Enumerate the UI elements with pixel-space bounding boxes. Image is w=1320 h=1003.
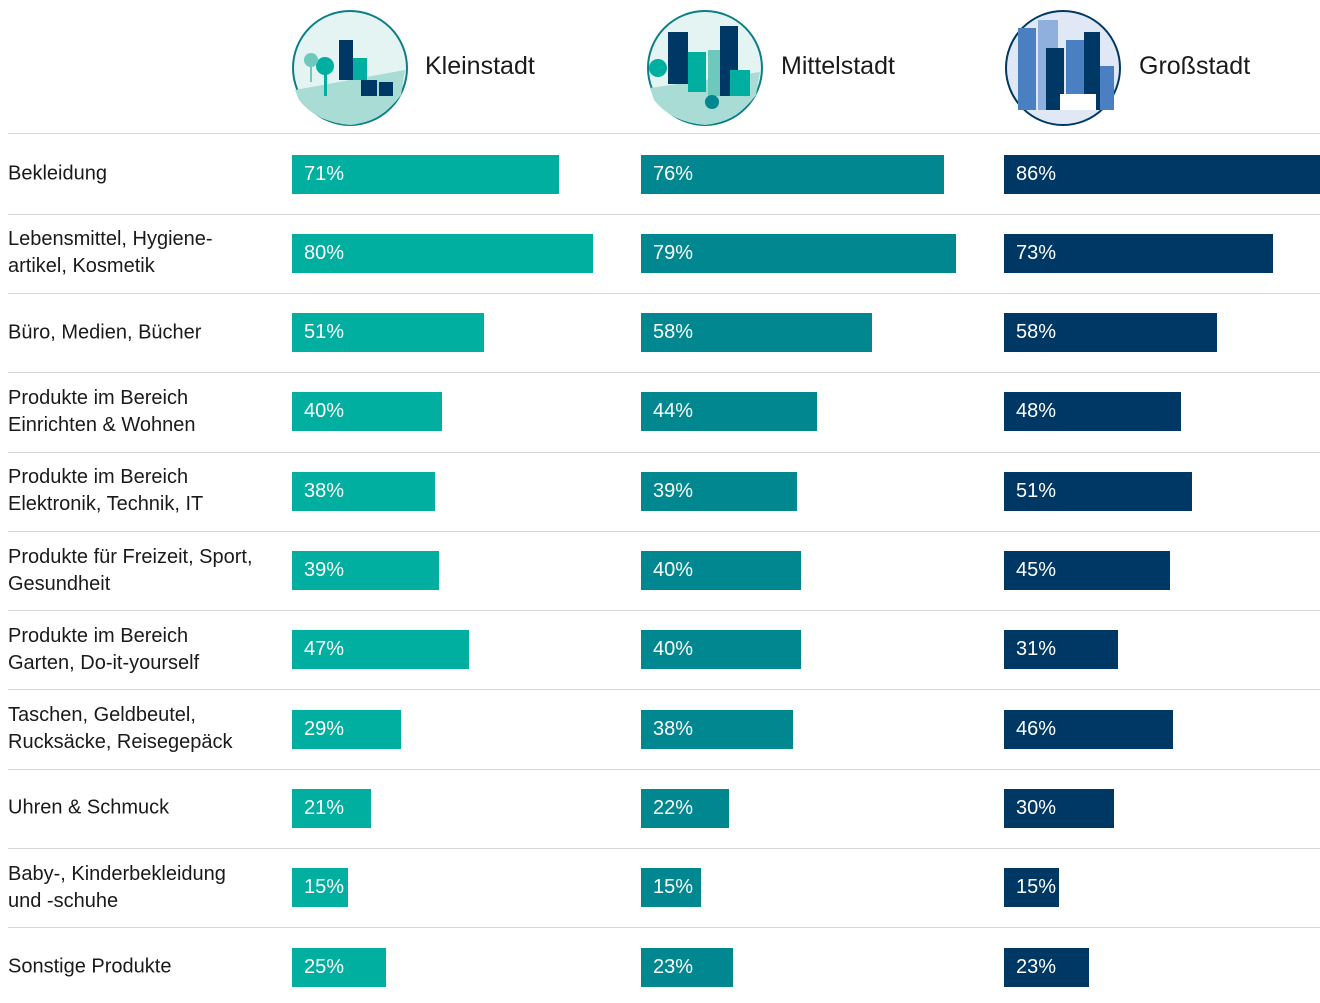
value-label: 80% [304,241,345,264]
bar: 46% [1004,709,1174,749]
row-separator [8,610,1320,611]
value-label: 47% [304,638,345,661]
value-label: 39% [304,559,345,581]
bar: 38% [641,709,793,749]
bar: 30% [1004,788,1115,828]
bar: 22% [641,788,729,828]
value-label: 40% [653,638,694,661]
legend-label: Kleinstadt [425,52,535,80]
category-label: Produkte für Freizeit, Sport, Gesundheit [8,545,253,595]
row-separator [8,372,1320,373]
row-separator [8,769,1320,770]
value-label: 79% [653,241,694,264]
value-label: 15% [653,876,694,899]
value-label: 23% [653,955,694,978]
row-separator [8,927,1320,928]
bar: 21% [292,788,371,828]
bar: 71% [292,154,559,194]
row-separator [8,293,1320,294]
bar: 80% [292,233,593,273]
row-separator [8,214,1320,215]
bar: 58% [641,313,873,353]
value-label: 58% [1016,321,1057,344]
value-label: 25% [304,955,345,978]
value-label: 45% [1016,559,1057,581]
category-label: Büro, Medien, Bücher [8,321,202,344]
bar: 39% [292,551,439,590]
legend-label: Großstadt [1139,52,1251,80]
bar: 58% [1004,313,1218,353]
value-label: 51% [304,321,345,344]
category-label: Sonstige Produkte [8,955,172,978]
category-label: Produkte im Bereich Garten, Do-it-yourse… [8,624,200,674]
bar: 15% [292,868,349,908]
header-separator [8,133,1320,134]
bar: 25% [292,947,386,987]
value-label: 21% [304,796,345,819]
category-label: Baby-, Kinderbekleidung und -schuhe [8,862,226,912]
bar: 48% [1004,392,1181,432]
value-label: 76% [653,162,694,185]
icon-kleinstadt [292,10,408,126]
bar: 44% [641,392,817,432]
bar: 15% [641,868,701,908]
bar: 45% [1004,551,1170,590]
category-label: Bekleidung [8,162,107,185]
bar: 23% [1004,947,1089,987]
bar: 73% [1004,233,1273,273]
value-label: 22% [653,796,694,819]
bar: 40% [292,392,443,432]
bar: 47% [292,630,469,670]
category-label: Lebensmittel, Hygiene-artikel, Kosmetik [8,228,213,278]
bar: 29% [292,709,402,749]
bar: 15% [1004,868,1060,908]
value-label: 46% [1016,717,1057,740]
value-label: 39% [653,479,694,502]
value-label: 44% [653,400,694,423]
value-label: 71% [304,162,345,185]
bar: 79% [641,233,957,273]
value-label: 73% [1016,241,1057,264]
value-label: 23% [1016,955,1057,978]
value-label: 38% [304,479,345,502]
bar: 40% [641,630,801,670]
value-label: 29% [304,717,345,740]
category-label: Produkte im Bereich Einrichten & Wohnen [8,386,196,436]
value-label: 86% [1016,162,1057,185]
row-separator [8,452,1320,453]
category-label: Produkte im Bereich Elektronik, Technik,… [8,466,204,516]
value-label: 58% [653,321,694,344]
bar: 31% [1004,630,1119,670]
value-label: 38% [653,717,694,740]
icon-grossstadt [1005,10,1121,126]
value-label: 15% [304,876,345,899]
bar: 51% [292,313,484,353]
bar: 23% [641,947,733,987]
legend-label: Mittelstadt [781,52,895,80]
bar: 39% [641,471,797,511]
value-label: 40% [304,400,345,423]
value-label: 40% [653,559,694,581]
category-label: Uhren & Schmuck [8,796,170,819]
value-label: 30% [1016,796,1057,819]
icon-mittelstadt [647,10,763,126]
bar: 40% [641,551,801,590]
bar: 76% [641,154,945,194]
value-label: 15% [1016,876,1057,899]
category-label: Taschen, Geldbeutel, Rucksäcke, Reisegep… [8,704,233,754]
value-label: 31% [1016,638,1057,661]
row-separator [8,531,1320,532]
bar: 38% [292,471,435,511]
value-label: 51% [1016,479,1057,502]
bar: 86% [1004,154,1320,194]
bar: 51% [1004,471,1192,511]
row-separator [8,689,1320,690]
row-separator [8,848,1320,849]
value-label: 48% [1016,400,1057,423]
